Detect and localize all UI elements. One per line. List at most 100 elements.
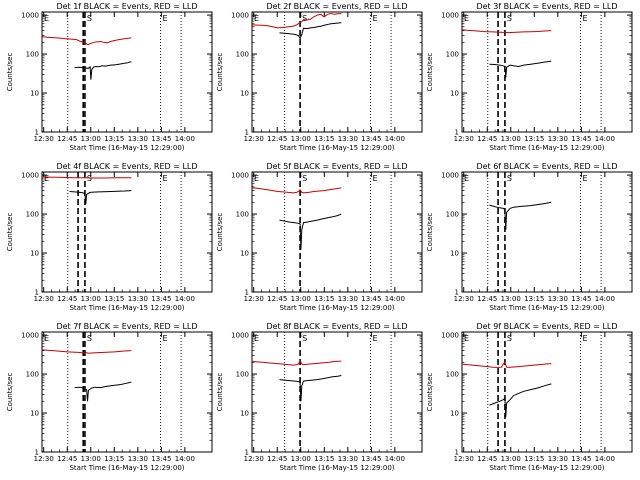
y-tick-label: 100	[26, 211, 39, 219]
y-axis-label: Counts/sec	[426, 213, 434, 252]
chart-panel-7: Det 7f BLACK = Events, RED = LLD Counts/s…	[6, 322, 213, 472]
series-line-2	[251, 187, 342, 194]
y-tick-label: 1000	[231, 12, 249, 20]
x-tick-label: 13:15	[104, 455, 124, 463]
y-tick-label: 1	[455, 289, 459, 297]
x-axis-label: Start Time (16-May-15 12:29:00)	[279, 464, 394, 472]
x-tick-label: 12:45	[267, 455, 287, 463]
x-tick-label: 14:00	[385, 295, 405, 303]
marker-label: E	[582, 174, 587, 183]
series-line-1	[489, 201, 552, 230]
chart-title: Det 5f BLACK = Events, RED = LLD	[266, 162, 407, 171]
chart-title: Det 6f BLACK = Events, RED = LLD	[476, 162, 617, 171]
y-tick-label: 100	[26, 371, 39, 379]
x-tick-label: 12:45	[267, 295, 287, 303]
y-tick-label: 100	[446, 371, 459, 379]
chart-title: Det 4f BLACK = Events, RED = LLD	[56, 162, 197, 171]
x-tick-label: 13:00	[81, 455, 101, 463]
x-tick-label: 13:45	[571, 455, 591, 463]
series-line-1	[489, 383, 552, 417]
x-tick-label: 12:45	[57, 135, 77, 143]
marker-label: S	[87, 14, 92, 23]
x-tick-label: 13:15	[104, 295, 124, 303]
x-tick-label: 12:30	[244, 135, 264, 143]
chart-panel-8: Det 8f BLACK = Events, RED = LLD Counts/s…	[216, 322, 423, 472]
y-tick-label: 1000	[441, 12, 459, 20]
chart-title: Det 2f BLACK = Events, RED = LLD	[266, 2, 407, 11]
x-tick-label: 12:30	[454, 135, 474, 143]
y-tick-label: 100	[236, 51, 249, 59]
y-tick-label: 1	[245, 129, 249, 137]
y-tick-label: 10	[450, 250, 459, 258]
x-tick-label: 13:45	[151, 455, 171, 463]
series-line-1	[279, 213, 342, 250]
series-line-1	[74, 381, 132, 402]
chart-panel-2: Det 2f BLACK = Events, RED = LLD Counts/s…	[216, 2, 423, 152]
x-tick-label: 13:00	[291, 135, 311, 143]
marker-label: E	[162, 174, 167, 183]
marker-label: E	[254, 174, 259, 183]
y-tick-label: 10	[240, 90, 249, 98]
x-tick-label: 13:15	[524, 455, 544, 463]
series-line-2	[41, 36, 132, 46]
x-tick-label: 13:30	[548, 135, 568, 143]
x-axis-label: Start Time (16-May-15 12:29:00)	[489, 464, 604, 472]
y-tick-label: 1000	[21, 12, 39, 20]
x-tick-label: 13:15	[104, 135, 124, 143]
series-line-1	[279, 22, 342, 40]
x-axis-label: Start Time (16-May-15 12:29:00)	[69, 304, 184, 312]
chart-panel-4: Det 4f BLACK = Events, RED = LLD Counts/s…	[6, 162, 213, 312]
marker-label: E	[372, 174, 377, 183]
y-axis-label: Counts/sec	[216, 373, 224, 412]
y-tick-label: 1000	[21, 332, 39, 340]
marker-label: E	[372, 334, 377, 343]
marker-label: S	[302, 334, 307, 343]
x-tick-label: 13:00	[81, 135, 101, 143]
y-tick-label: 100	[26, 51, 39, 59]
x-tick-label: 13:45	[151, 135, 171, 143]
series-line-2	[41, 349, 132, 354]
x-tick-label: 13:30	[128, 135, 148, 143]
marker-label: E	[464, 334, 469, 343]
x-tick-label: 13:00	[501, 135, 521, 143]
x-tick-label: 13:15	[314, 135, 334, 143]
marker-label: S	[87, 334, 92, 343]
marker-label: E	[162, 14, 167, 23]
chart-panel-9: Det 9f BLACK = Events, RED = LLD Counts/s…	[426, 322, 633, 472]
y-tick-label: 1000	[441, 332, 459, 340]
chart-title: Det 7f BLACK = Events, RED = LLD	[56, 322, 197, 331]
x-tick-label: 14:00	[175, 295, 195, 303]
x-tick-label: 13:30	[338, 135, 358, 143]
chart-title: Det 3f BLACK = Events, RED = LLD	[476, 2, 617, 11]
x-tick-label: 13:30	[338, 455, 358, 463]
marker-label: S	[507, 174, 512, 183]
x-tick-label: 13:45	[151, 295, 171, 303]
marker-label: S	[87, 174, 92, 183]
y-tick-label: 10	[240, 410, 249, 418]
x-tick-label: 12:30	[34, 295, 54, 303]
chart-panel-1: Det 1f BLACK = Events, RED = LLD Counts/s…	[6, 2, 213, 152]
y-tick-label: 100	[446, 51, 459, 59]
y-tick-label: 10	[450, 90, 459, 98]
x-tick-label: 13:45	[361, 455, 381, 463]
x-axis-label: Start Time (16-May-15 12:29:00)	[489, 304, 604, 312]
chart-panel-3: Det 3f BLACK = Events, RED = LLD Counts/s…	[426, 2, 633, 152]
y-tick-label: 1	[35, 449, 39, 457]
y-tick-label: 1	[35, 289, 39, 297]
y-axis-label: Counts/sec	[426, 53, 434, 92]
y-tick-label: 1000	[231, 172, 249, 180]
marker-label: S	[302, 14, 307, 23]
x-tick-label: 12:45	[477, 295, 497, 303]
y-axis-label: Counts/sec	[216, 53, 224, 92]
chart-panel-6: Det 6f BLACK = Events, RED = LLD Counts/s…	[426, 162, 633, 312]
x-tick-label: 12:45	[267, 135, 287, 143]
x-tick-label: 12:30	[454, 455, 474, 463]
marker-label: E	[582, 14, 587, 23]
x-tick-label: 14:00	[595, 295, 615, 303]
x-tick-label: 13:30	[548, 455, 568, 463]
x-tick-label: 12:30	[244, 295, 264, 303]
x-tick-label: 13:00	[291, 455, 311, 463]
series-line-1	[74, 61, 132, 80]
x-tick-label: 14:00	[175, 455, 195, 463]
x-axis-label: Start Time (16-May-15 12:29:00)	[279, 144, 394, 152]
